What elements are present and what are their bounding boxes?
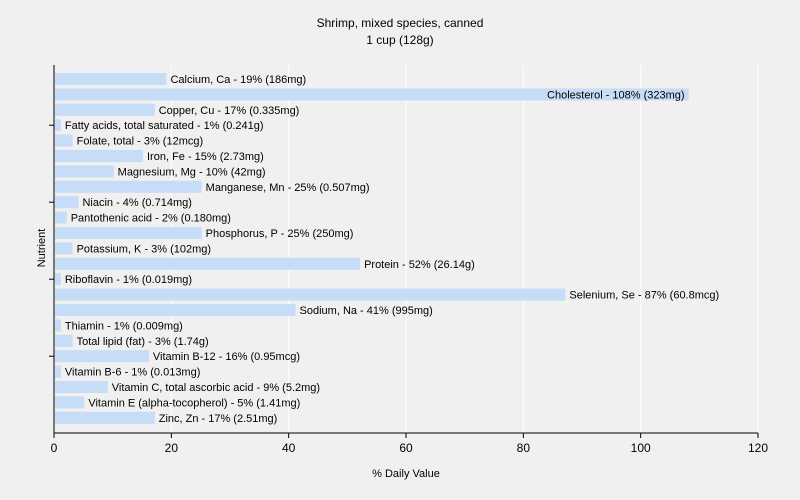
bar bbox=[55, 119, 61, 132]
y-axis-title: Nutrient bbox=[36, 229, 48, 268]
bar bbox=[55, 211, 67, 224]
bar-label: Vitamin B-12 - 16% (0.95mcg) bbox=[153, 351, 300, 363]
bar bbox=[55, 103, 155, 116]
bar bbox=[55, 396, 85, 409]
chart-subtitle: 1 cup (128g) bbox=[366, 33, 433, 47]
bar bbox=[55, 73, 167, 85]
bar-label: Protein - 52% (26.14g) bbox=[364, 259, 475, 271]
bar-label: Thiamin - 1% (0.009mg) bbox=[65, 320, 183, 332]
bar-label: Selenium, Se - 87% (60.8mcg) bbox=[569, 290, 719, 302]
bar-label: Fatty acids, total saturated - 1% (0.241… bbox=[65, 120, 264, 132]
bar-label: Copper, Cu - 17% (0.335mg) bbox=[159, 105, 300, 117]
bar bbox=[55, 165, 114, 178]
bar-label: Total lipid (fat) - 3% (1.74g) bbox=[77, 336, 209, 348]
bar bbox=[55, 273, 61, 286]
bar bbox=[55, 350, 149, 363]
bar-label: Cholesterol - 108% (323mg) bbox=[547, 89, 685, 101]
bar-label: Iron, Fe - 15% (2.73mg) bbox=[147, 151, 264, 163]
x-tick-label: 100 bbox=[631, 441, 651, 455]
x-axis-title: % Daily Value bbox=[372, 468, 440, 480]
bar bbox=[55, 150, 143, 162]
bar bbox=[55, 319, 61, 332]
bar-label: Calcium, Ca - 19% (186mg) bbox=[170, 74, 306, 86]
x-tick-label: 20 bbox=[165, 441, 179, 455]
bar bbox=[55, 180, 202, 193]
x-tick-label: 40 bbox=[282, 441, 296, 455]
bar bbox=[55, 381, 108, 393]
x-tick-label: 60 bbox=[399, 441, 413, 455]
bar-label: Vitamin E (alpha-tocopherol) - 5% (1.41m… bbox=[88, 397, 300, 409]
bar bbox=[55, 242, 73, 255]
bar-label: Vitamin C, total ascorbic acid - 9% (5.2… bbox=[112, 382, 320, 394]
bar-label: Phosphorus, P - 25% (250mg) bbox=[206, 228, 354, 240]
bar bbox=[55, 196, 79, 209]
x-tick-label: 80 bbox=[517, 441, 531, 455]
chart-title: Shrimp, mixed species, canned bbox=[317, 16, 484, 30]
bar-label: Niacin - 4% (0.714mg) bbox=[82, 197, 191, 209]
bar-label: Manganese, Mn - 25% (0.507mg) bbox=[206, 182, 370, 194]
bar bbox=[55, 134, 73, 147]
bar-label: Riboflavin - 1% (0.019mg) bbox=[65, 274, 192, 286]
bar bbox=[55, 334, 73, 347]
bar bbox=[55, 411, 155, 424]
bar-label: Potassium, K - 3% (102mg) bbox=[77, 243, 212, 255]
bar-label: Pantothenic acid - 2% (0.180mg) bbox=[71, 213, 231, 225]
bar bbox=[55, 227, 202, 239]
x-tick-label: 0 bbox=[51, 441, 58, 455]
bar-label: Sodium, Na - 41% (995mg) bbox=[300, 305, 433, 317]
bar bbox=[55, 88, 689, 101]
bar-label: Vitamin B-6 - 1% (0.013mg) bbox=[65, 367, 201, 379]
grid bbox=[170, 65, 759, 433]
x-ticks: 0 20 40 60 80 100 120 bbox=[51, 433, 768, 455]
bars: Calcium, Ca - 19% (186mg) Cholesterol - 1… bbox=[55, 73, 719, 425]
x-tick-label: 120 bbox=[748, 441, 768, 455]
bar bbox=[55, 365, 61, 378]
bar bbox=[55, 288, 566, 301]
bar-label: Magnesium, Mg - 10% (42mg) bbox=[118, 166, 266, 178]
bar bbox=[55, 257, 361, 270]
bar-label: Folate, total - 3% (12mcg) bbox=[77, 136, 204, 148]
bar bbox=[55, 304, 296, 316]
bar-label: Zinc, Zn - 17% (2.51mg) bbox=[159, 413, 278, 425]
